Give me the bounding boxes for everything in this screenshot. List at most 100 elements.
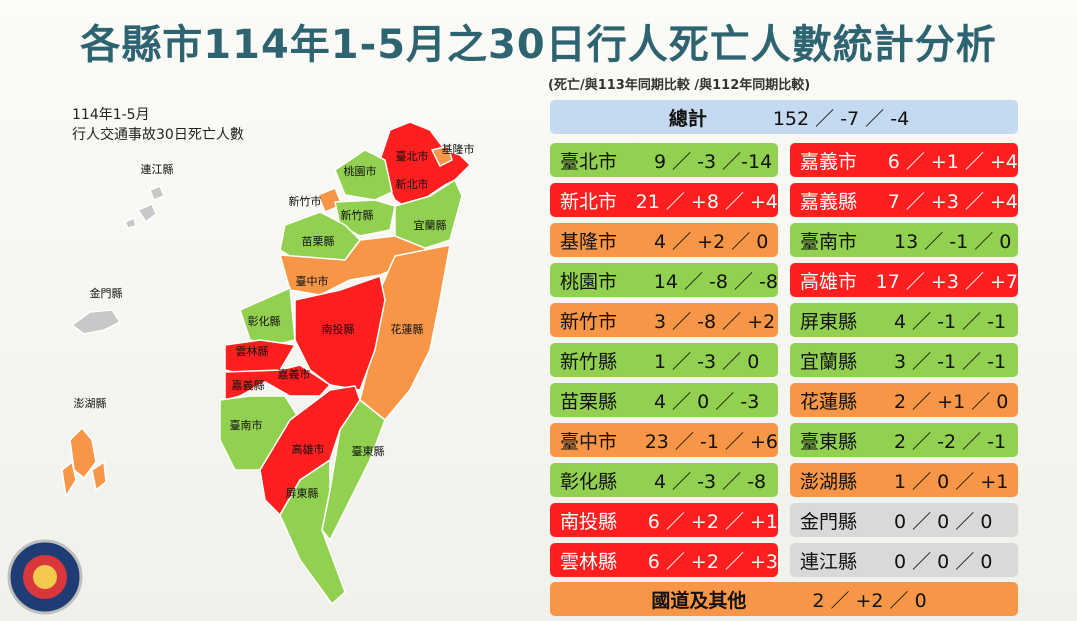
map-label: 嘉義縣: [232, 378, 265, 392]
map: 基隆市 臺北市 新北市 桃園市 新竹市 新竹縣 宜蘭縣 苗栗縣 臺中市 花蓮縣 …: [7, 121, 475, 615]
table-row: 金門縣 0 ／ 0 ／ 0: [790, 503, 1018, 537]
table-row: 彰化縣 4 ／ -3 ／ -8: [550, 463, 778, 497]
row-values: 14 ／ -8 ／ -8: [653, 270, 778, 293]
subtitle: (死亡/與113年同期比較 /與112年同期比較): [548, 78, 811, 93]
table-row: 新北市 21 ／ +8 ／ +4: [550, 183, 778, 217]
row-name: 臺北市: [560, 150, 618, 173]
row-name: 宜蘭縣: [800, 350, 858, 373]
table-row: 雲林縣 6 ／ +2 ／ +3: [550, 543, 778, 577]
map-label: 高雄市: [292, 442, 325, 456]
map-label: 雲林縣: [236, 344, 269, 358]
map-label: 宜蘭縣: [414, 218, 447, 232]
row-values: 4 ／ -1 ／ -1: [894, 310, 1007, 333]
row-values: 21 ／ +8 ／ +4: [635, 190, 778, 213]
table-row: 臺北市 9 ／ -3 ／-14: [550, 143, 778, 177]
map-label: 臺中市: [296, 274, 329, 288]
map-label: 彰化縣: [248, 314, 281, 328]
table-row: 嘉義市 6 ／ +1 ／ +4: [790, 143, 1018, 177]
table-row: 桃園市 14 ／ -8 ／ -8: [550, 263, 778, 297]
map-label: 新竹市: [289, 194, 322, 208]
map-label: 新竹縣: [341, 208, 374, 222]
row-name: 屏東縣: [800, 310, 858, 333]
row-values: 1 ／ 0 ／ +1: [894, 470, 1009, 493]
map-label: 桃園市: [344, 164, 377, 178]
map-label: 金門縣: [90, 286, 123, 300]
row-values: 0 ／ 0 ／ 0: [894, 510, 993, 533]
map-label: 臺東縣: [352, 444, 385, 458]
row-name: 新竹市: [560, 310, 618, 333]
row-name: 國道及其他: [651, 589, 747, 612]
title: 各縣市114年1-5月之30日行人死亡人數統計分析: [80, 22, 997, 68]
row-name: 嘉義市: [800, 150, 858, 173]
row-name: 新竹縣: [560, 350, 618, 373]
row-values: 2 ／ +1 ／ 0: [894, 390, 1009, 413]
row-values: 13 ／ -1 ／ 0: [894, 230, 1012, 253]
table-row: 臺東縣 2 ／ -2 ／ -1: [790, 423, 1018, 457]
map-shapes: [7, 121, 472, 615]
row-values: 152 ／ -7 ／ -4: [772, 107, 910, 130]
map-label: 屏東縣: [286, 487, 319, 500]
table-row: 臺南市 13 ／ -1 ／ 0: [790, 223, 1018, 257]
row-name: 雲林縣: [560, 550, 618, 573]
table-row: 嘉義縣 7 ／ +3 ／ +4: [790, 183, 1018, 217]
map-label: 嘉義市: [278, 367, 311, 381]
table-row: 高雄市 17 ／ +3 ／ +7: [790, 263, 1018, 297]
row-values: 7 ／ +3 ／ +4: [887, 190, 1018, 213]
row-name: 連江縣: [800, 550, 858, 573]
map-label: 臺北市: [396, 149, 429, 163]
row-name: 澎湖縣: [800, 470, 858, 493]
row-values: 6 ／ +2 ／ +1: [647, 510, 778, 533]
table-row: 基隆市 4 ／ +2 ／ 0: [550, 223, 778, 257]
row-values: 23 ／ -1 ／ +6: [644, 430, 778, 453]
map-label: 澎湖縣: [74, 397, 107, 410]
row-values: 3 ／ -1 ／ -1: [894, 350, 1007, 373]
row-name: 花蓮縣: [800, 390, 858, 413]
row-name: 金門縣: [800, 510, 858, 533]
row-values: 6 ／ +1 ／ +4: [887, 150, 1018, 173]
row-name: 高雄市: [800, 270, 858, 293]
map-label: 苗栗縣: [302, 235, 335, 248]
row-name: 基隆市: [560, 230, 618, 253]
row-values: 17 ／ +3 ／ +7: [875, 270, 1018, 293]
row-values: 1 ／ -3 ／ 0: [654, 350, 760, 373]
row-values: 4 ／ -3 ／ -8: [654, 470, 767, 493]
row-name: 總計: [668, 107, 707, 130]
table-row: 屏東縣 4 ／ -1 ／ -1: [790, 303, 1018, 337]
map-label: 新北市: [396, 177, 429, 191]
table-row: 新竹縣 1 ／ -3 ／ 0: [550, 343, 778, 377]
row-values: 9 ／ -3 ／-14: [654, 150, 773, 173]
row-name: 桃園市: [560, 270, 618, 293]
map-label: 花蓮縣: [391, 322, 424, 336]
map-label: 臺南市: [230, 418, 263, 432]
table-row: 南投縣 6 ／ +2 ／ +1: [550, 503, 778, 537]
table-row: 花蓮縣 2 ／ +1 ／ 0: [790, 383, 1018, 417]
row-values: 6 ／ +2 ／ +3: [647, 550, 778, 573]
row-values: 4 ／ +2 ／ 0: [654, 230, 769, 253]
map-caption: 行人交通事故30日死亡人數: [72, 127, 244, 143]
map-label: 連江縣: [141, 162, 174, 176]
table-row: 新竹市 3 ／ -8 ／ +2: [550, 303, 778, 337]
table-row: 總計 152 ／ -7 ／ -4: [550, 100, 1018, 134]
row-values: 3 ／ -8 ／ +2: [654, 310, 776, 333]
table-row: 苗栗縣 4 ／ 0 ／ -3: [550, 383, 778, 417]
row-name: 彰化縣: [560, 470, 618, 493]
table-row: 宜蘭縣 3 ／ -1 ／ -1: [790, 343, 1018, 377]
table-row: 臺中市 23 ／ -1 ／ +6: [550, 423, 778, 457]
row-values: 0 ／ 0 ／ 0: [894, 550, 993, 573]
row-name: 新北市: [560, 190, 618, 213]
table-row: 連江縣 0 ／ 0 ／ 0: [790, 543, 1018, 577]
table-row: 澎湖縣 1 ／ 0 ／ +1: [790, 463, 1018, 497]
row-name: 南投縣: [560, 510, 618, 533]
map-label: 基隆市: [442, 142, 475, 156]
row-values: 4 ／ 0 ／ -3: [654, 390, 760, 413]
row-name: 嘉義縣: [800, 190, 858, 213]
map-caption: 114年1-5月: [72, 107, 150, 123]
row-values: 2 ／ +2 ／ 0: [812, 589, 927, 612]
map-label: 南投縣: [322, 322, 355, 336]
row-name: 臺東縣: [800, 430, 858, 453]
row-name: 臺南市: [800, 230, 858, 253]
table-row: 國道及其他 2 ／ +2 ／ 0: [550, 582, 1018, 616]
row-name: 臺中市: [560, 430, 618, 453]
row-name: 苗栗縣: [560, 390, 618, 413]
